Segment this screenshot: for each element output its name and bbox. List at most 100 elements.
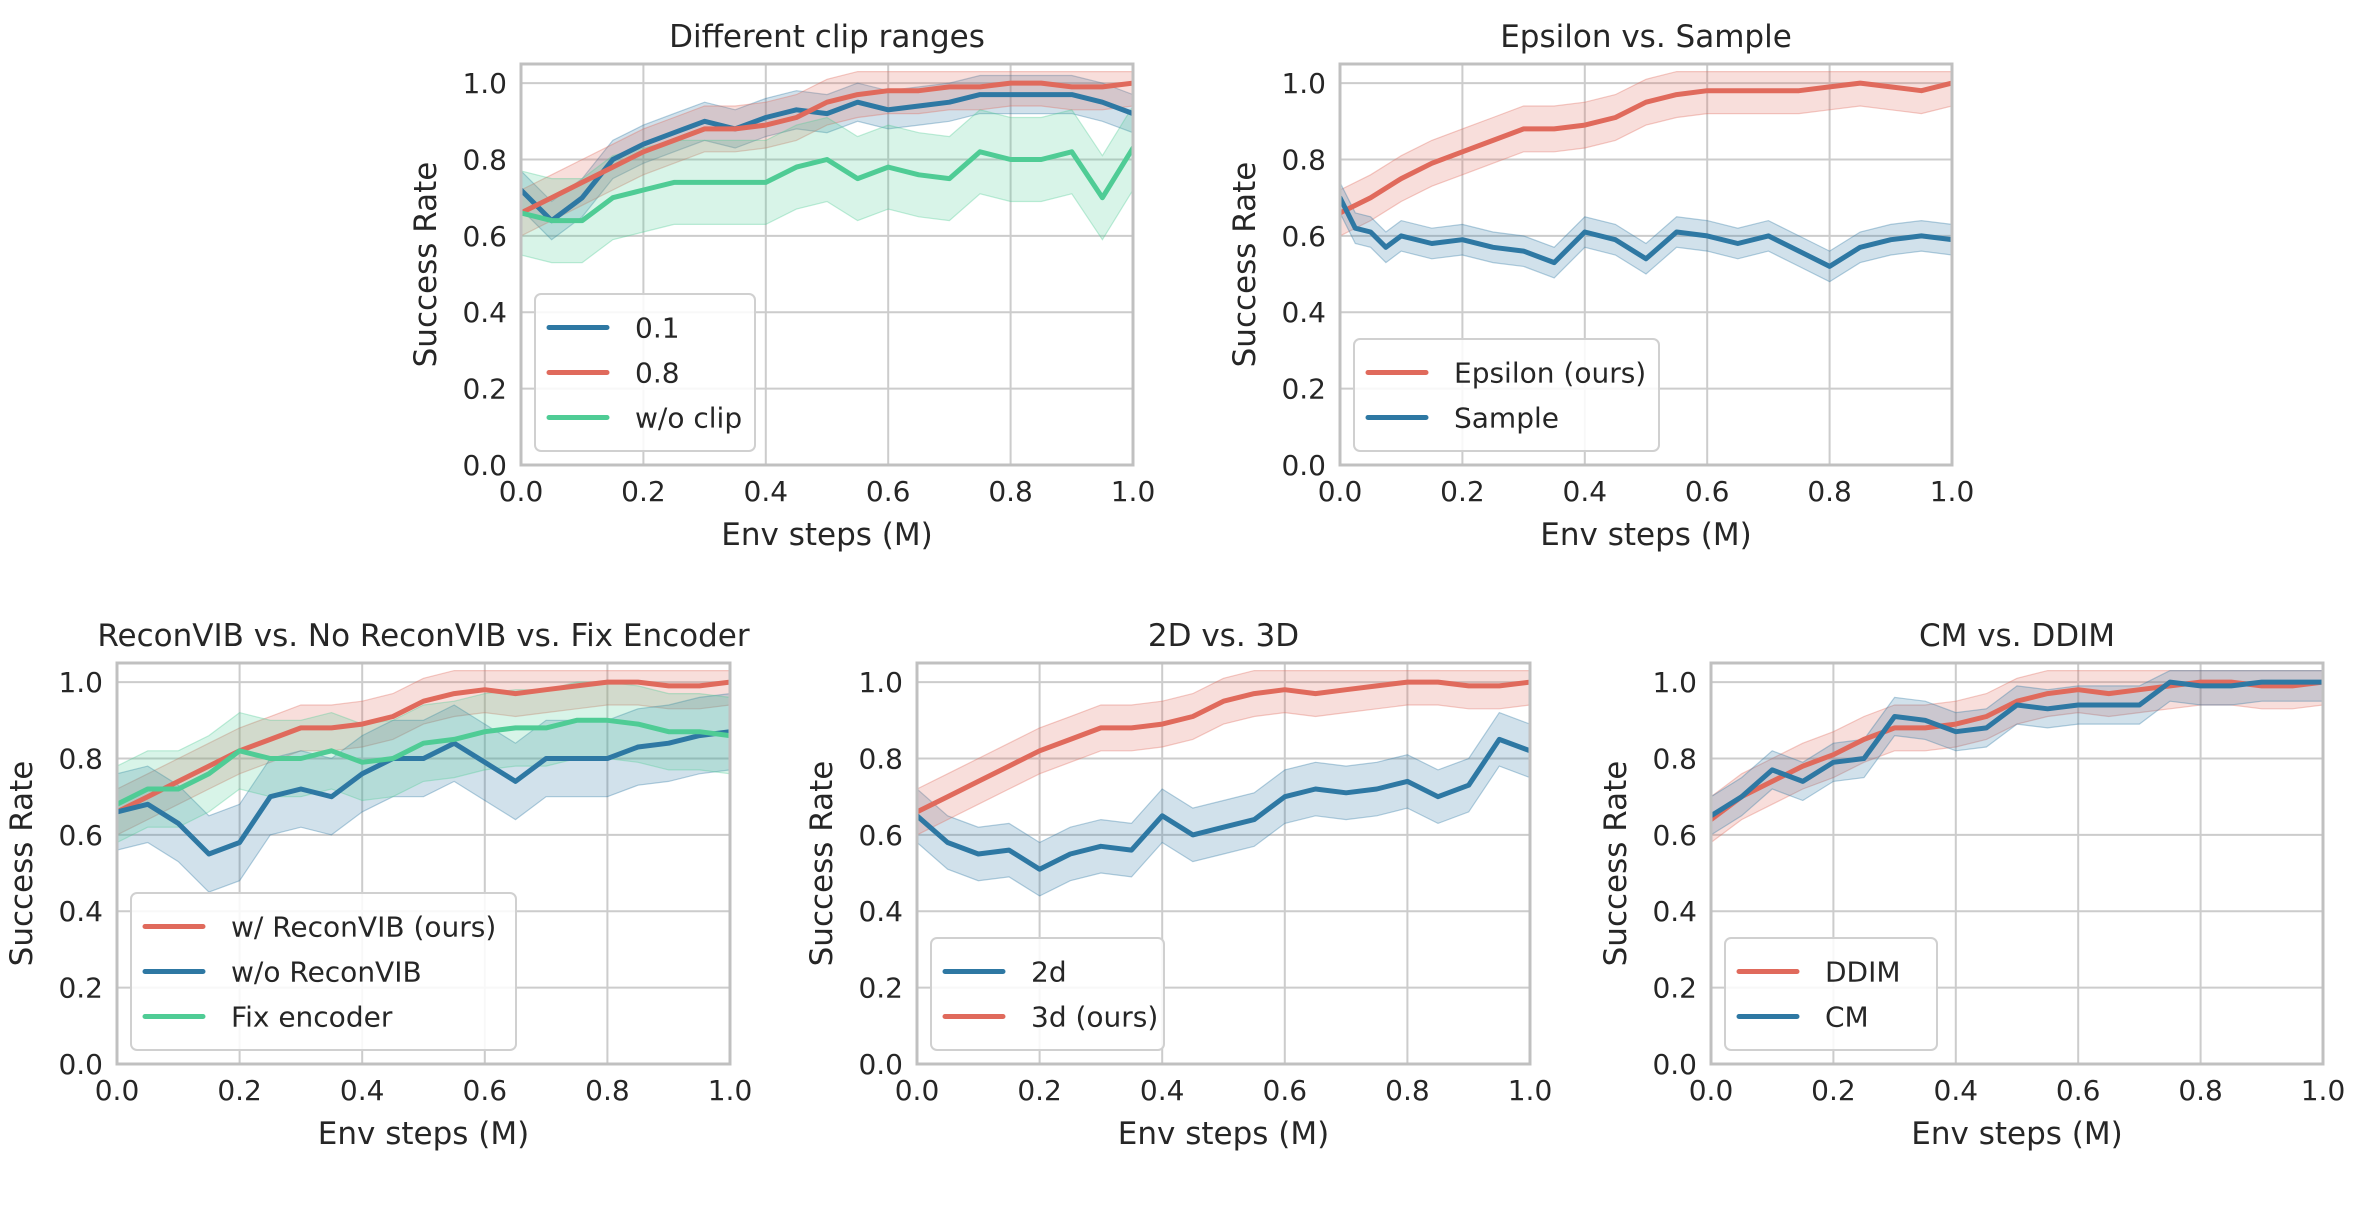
x-tick-label: 0.8 [1807,475,1852,508]
x-tick-label: 0.6 [463,1074,508,1107]
series-line-2 [521,80,1133,216]
series-line-1 [1340,80,1952,216]
series-line-1 [1711,679,2323,823]
chart-title: CM vs. DDIM [1919,618,2115,654]
legend: DDIM CM [1724,937,1938,1051]
confidence-band-1 [521,74,1133,241]
legend-label: w/ ReconVIB (ours) [231,911,496,944]
legend-label: Epsilon (ours) [1454,357,1646,390]
x-tick-label: 0.4 [744,475,789,508]
y-axis-label: Success Rate [804,761,840,967]
x-axis-label: Env steps (M) [1540,517,1751,553]
x-tick-label: 0.8 [988,475,1033,508]
y-tick-label: 0.4 [1652,895,1697,928]
x-tick-label: 1.0 [1930,475,1975,508]
y-tick-label: 0.8 [1652,742,1697,775]
y-tick-label: 0.0 [58,1048,103,1081]
chart-p3: 0.0 0.2 0.4 0.6 0.8 1.0 0.0 0.2 0.4 0.6 0.8 1.0 Reco… [4,618,752,1152]
y-axis-label: Success Rate [4,761,40,967]
plot-frame [519,62,1135,467]
x-tick-label: 0.0 [895,1074,940,1107]
plot-frame [915,661,1532,1066]
y-axis-label: Success Rate [1227,162,1263,368]
x-tick-label: 0.4 [340,1074,385,1107]
x-axis-label: Env steps (M) [318,1116,529,1152]
x-tick-label: 0.2 [1811,1074,1856,1107]
legend-label: 0.8 [635,357,680,390]
x-tick-label: 0.0 [1318,475,1363,508]
x-tick-label: 0.6 [1263,1074,1308,1107]
series-line-1 [521,92,1133,224]
x-tick-label: 0.8 [1385,1074,1430,1107]
chart-title: Different clip ranges [669,19,985,55]
plot-frame [115,661,732,1066]
confidence-band-2 [117,692,730,893]
chart-p5: 0.0 0.2 0.4 0.6 0.8 1.0 0.0 0.2 0.4 0.6 0.8 1.0 CM v… [1598,618,2345,1152]
y-tick-label: 0.8 [462,143,507,176]
legend-box [130,892,517,1051]
x-tick-label: 0.2 [1440,475,1485,508]
chart-title: ReconVIB vs. No ReconVIB vs. Fix Encoder [97,618,749,654]
plot-frame [1709,661,2325,1066]
y-tick-label: 0.6 [858,819,903,852]
y-tick-label: 0.6 [1652,819,1697,852]
y-tick-label: 0.4 [858,895,903,928]
legend: 2d 3d (ours) [930,937,1165,1051]
chart-p2: 0.0 0.2 0.4 0.6 0.8 1.0 0.0 0.2 0.4 0.6 0.8 1.0 Epsi… [1227,19,1974,553]
y-tick-label: 0.2 [462,373,507,406]
y-tick-label: 0.4 [462,296,507,329]
y-axis-label: Success Rate [1598,761,1634,967]
x-tick-label: 0.0 [1689,1074,1734,1107]
x-tick-label: 0.6 [1685,475,1730,508]
confidence-band-2 [1340,182,1952,283]
series-line-3 [117,717,730,807]
plot-frame [1338,62,1954,467]
y-tick-label: 0.8 [58,742,103,775]
x-tick-label: 0.2 [621,475,666,508]
legend-label: Fix encoder [231,1001,393,1034]
x-tick-label: 0.4 [1934,1074,1979,1107]
y-tick-label: 0.2 [858,972,903,1005]
x-tick-label: 0.8 [2178,1074,2223,1107]
x-tick-label: 1.0 [1508,1074,1553,1107]
series-line-2 [1711,679,2323,819]
x-tick-label: 0.4 [1563,475,1608,508]
legend-label: 3d (ours) [1031,1001,1158,1034]
legend-label: 2d [1031,956,1067,989]
x-tick-label: 0.0 [499,475,544,508]
confidence-band-3 [521,104,1133,264]
y-tick-label: 0.0 [858,1048,903,1081]
y-tick-label: 0.0 [462,449,507,482]
legend-box [1724,937,1938,1051]
x-tick-label: 0.6 [2056,1074,2101,1107]
y-tick-label: 0.2 [58,972,103,1005]
y-tick-label: 0.2 [1281,373,1326,406]
chart-title: 2D vs. 3D [1148,618,1299,654]
confidence-band-1 [1340,70,1952,237]
x-tick-label: 0.0 [95,1074,140,1107]
confidence-band-1 [917,711,1530,897]
series-line-1 [117,679,730,815]
legend: w/ ReconVIB (ours) w/o ReconVIB Fix encode… [130,892,517,1051]
chart-title: Epsilon vs. Sample [1500,19,1792,55]
chart-p4: 0.0 0.2 0.4 0.6 0.8 1.0 0.0 0.2 0.4 0.6 0.8 1.0 2D v… [804,618,1552,1152]
legend-label: CM [1825,1001,1869,1034]
y-tick-label: 0.0 [1281,449,1326,482]
legend-box [1353,338,1660,452]
legend-label: DDIM [1825,956,1901,989]
x-tick-label: 0.2 [217,1074,262,1107]
legend-label: w/o clip [635,402,742,435]
y-tick-label: 0.0 [1652,1048,1697,1081]
x-tick-label: 1.0 [708,1074,753,1107]
legend-box [930,937,1165,1051]
y-tick-label: 0.8 [858,742,903,775]
y-tick-label: 0.6 [58,819,103,852]
x-tick-label: 1.0 [1111,475,1156,508]
x-tick-label: 0.8 [585,1074,630,1107]
legend-label: 0.1 [635,312,680,345]
y-tick-label: 1.0 [462,67,507,100]
y-tick-label: 1.0 [858,666,903,699]
legend: 0.1 0.8 w/o clip [534,293,756,452]
y-tick-label: 0.2 [1652,972,1697,1005]
